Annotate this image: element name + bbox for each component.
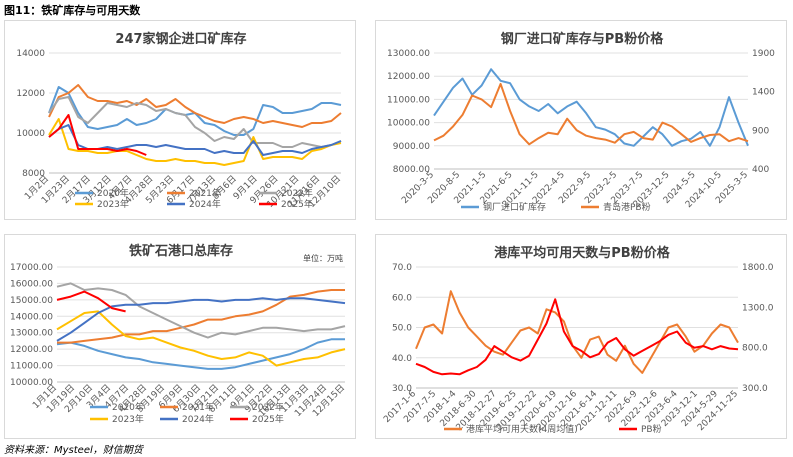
chart-title: 铁矿石港口总库存	[128, 243, 233, 259]
series-line	[433, 82, 749, 146]
y-tick-label: 13000.00	[387, 49, 430, 59]
series-line	[415, 290, 739, 374]
y-tick-label: 17000.00	[10, 263, 53, 273]
series-line	[48, 124, 342, 156]
y-tick-label: 12000	[16, 89, 45, 99]
y-tick-label: 50.0	[392, 324, 412, 334]
legend-label: 2021年	[182, 401, 214, 413]
chart-panel-port-days-vs-pb: 港库平均可用天数与PB粉价格 30.0 40.0 50.0 60.0 70.0 300.0 8…	[375, 234, 787, 439]
legend-label: 2025年	[281, 198, 313, 210]
legend-label: 钢厂进口矿库存	[483, 201, 546, 213]
series-line	[56, 310, 346, 367]
chart-panel-mill-inventory-vs-pb: 钢厂进口矿库存与PB粉价格 8000.00 9000.00 10000.00 11000…	[375, 20, 787, 220]
legend-label: 港库平均可用天数(4周均值)	[466, 423, 578, 435]
y-tick-label: 10000.00	[10, 378, 53, 388]
y-tick-label: 11000.00	[387, 95, 430, 105]
series-line	[56, 290, 126, 313]
source-note: 资料来源：Mysteel，财信期货	[4, 445, 143, 456]
y-tick-label: 40.0	[392, 354, 412, 364]
legend-label: 2023年	[112, 413, 144, 425]
chart-title: 247家钢企进口矿库存	[115, 31, 246, 47]
y2-tick-label: 1800.0	[742, 263, 774, 273]
y-tick-label: 10000	[16, 129, 45, 139]
chart-mill-inventory-vs-pb: 钢厂进口矿库存与PB粉价格 8000.00 9000.00 10000.00 11000…	[387, 31, 775, 213]
series-line	[48, 96, 342, 148]
y2-tick-label: 900	[752, 126, 769, 136]
chart-panel-steel-mill-inventory: 247家钢企进口矿库存 8000 10000 12000 14000 1月2日 1月23日 2…	[4, 20, 356, 220]
y-tick-label: 70.0	[392, 263, 412, 273]
chart-port-inventory: 铁矿石港口总库存单位：万吨 10000.00 11000.00 12000.00 130…	[10, 243, 347, 425]
chart-steel-mill-inventory: 247家钢企进口矿库存80001000012000140001月2日1月23日2…	[16, 31, 343, 210]
legend-label: 2022年	[281, 187, 313, 199]
y2-tick-label: 800.0	[742, 344, 768, 354]
legend-label: 青岛港PB粉	[603, 201, 651, 213]
y-tick-label: 10000.00	[387, 119, 430, 129]
legend-label: 2024年	[189, 198, 221, 210]
y2-tick-label: 1400	[752, 88, 775, 98]
y2-tick-label: 300.0	[742, 384, 768, 394]
legend-label: 2022年	[252, 401, 284, 413]
chart-panel-port-inventory: 铁矿石港口总库存单位：万吨 10000.00 11000.00 12000.00 130…	[4, 234, 356, 439]
chart-title: 钢厂进口矿库存与PB粉价格	[501, 31, 664, 47]
y-tick-label: 12000.00	[10, 345, 53, 355]
series-line	[415, 298, 739, 376]
legend-label: 2025年	[252, 413, 284, 425]
series-line	[57, 289, 345, 344]
legend-label: 2021年	[189, 187, 221, 199]
legend-label: 2023年	[97, 198, 129, 210]
y2-tick-label: 400	[752, 165, 769, 175]
y-tick-label: 14000	[16, 49, 45, 59]
legend-label: 2024年	[182, 413, 214, 425]
y-tick-label: 60.0	[392, 293, 412, 303]
series-line	[56, 297, 346, 342]
y-tick-label: 30.0	[392, 384, 412, 394]
y2-tick-label: 1300.0	[742, 303, 774, 313]
y-tick-label: 13000.00	[10, 329, 53, 339]
series-line	[48, 114, 147, 156]
y-tick-label: 8000	[22, 169, 45, 179]
figure-title: 图11：铁矿库存与可用天数	[4, 4, 141, 17]
y-tick-label: 9000.00	[393, 142, 430, 152]
chart-title: 港库平均可用天数与PB粉价格	[494, 245, 670, 261]
series-line	[56, 338, 345, 370]
series-line	[433, 68, 749, 147]
y-tick-label: 12000.00	[387, 72, 430, 82]
legend-label: 2020年	[97, 187, 129, 199]
unit-label: 单位：万吨	[303, 253, 343, 263]
y-tick-label: 8000.00	[393, 165, 430, 175]
y-tick-label: 14000.00	[10, 312, 53, 322]
series-line	[48, 118, 342, 166]
legend-label: PB粉	[641, 423, 662, 435]
y-tick-label: 15000.00	[10, 296, 53, 306]
series-line	[56, 282, 346, 339]
series-line	[48, 84, 342, 128]
y2-tick-label: 1900	[752, 49, 775, 59]
chart-port-days-vs-pb: 港库平均可用天数与PB粉价格 30.0 40.0 50.0 60.0 70.0 300.0 8…	[382, 245, 774, 435]
legend-label: 2020年	[112, 401, 144, 413]
y-tick-label: 16000.00	[10, 279, 53, 289]
y-tick-label: 11000.00	[10, 362, 53, 372]
